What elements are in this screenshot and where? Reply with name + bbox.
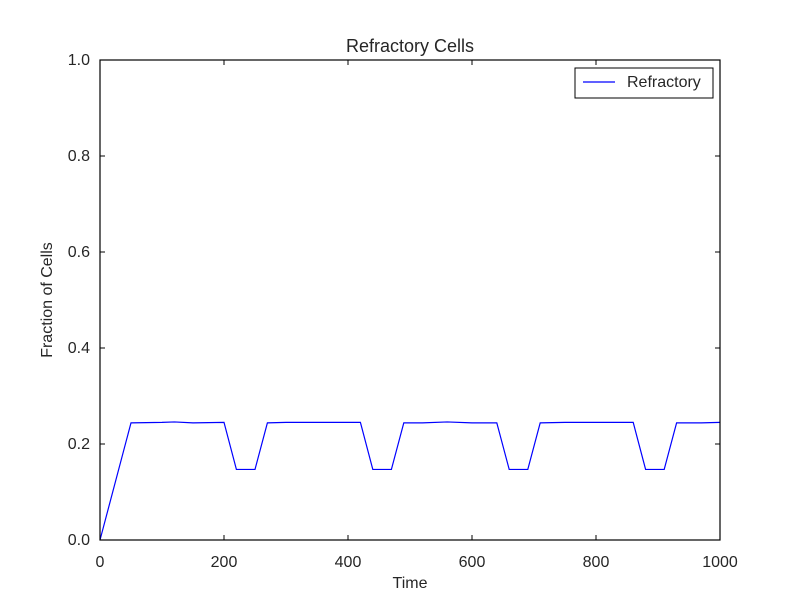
y-tick-label: 0.0 [68, 532, 90, 549]
y-tick-label: 0.6 [68, 244, 90, 261]
y-tick-label: 0.8 [68, 148, 90, 165]
x-tick-label: 800 [583, 554, 610, 571]
y-tick-label: 0.2 [68, 436, 90, 453]
legend-box [574, 67, 714, 99]
x-tick-label: 0 [96, 554, 105, 571]
tick-labels: 0 200 400 600 800 1000 0.0 0.2 0.4 0.6 0.8 1.0 [68, 52, 738, 571]
y-tick-label: 1.0 [68, 52, 90, 69]
x-axis-label: Time [393, 575, 428, 592]
x-tick-label: 400 [335, 554, 362, 571]
legend: Refractory [574, 67, 714, 99]
y-tick-label: 0.4 [68, 340, 90, 357]
x-tick-label: 200 [211, 554, 238, 571]
series-layer [99, 421, 721, 541]
axis-ticks [99, 59, 721, 541]
x-tick-label: 600 [459, 554, 486, 571]
legend-label: Refractory [627, 74, 701, 91]
series-line-refractory [99, 421, 721, 541]
x-tick-label: 1000 [702, 554, 738, 571]
chart-title: Refractory Cells [346, 36, 474, 56]
plot-area-frame [99, 59, 721, 541]
y-axis-label: Fraction of Cells [39, 242, 56, 358]
